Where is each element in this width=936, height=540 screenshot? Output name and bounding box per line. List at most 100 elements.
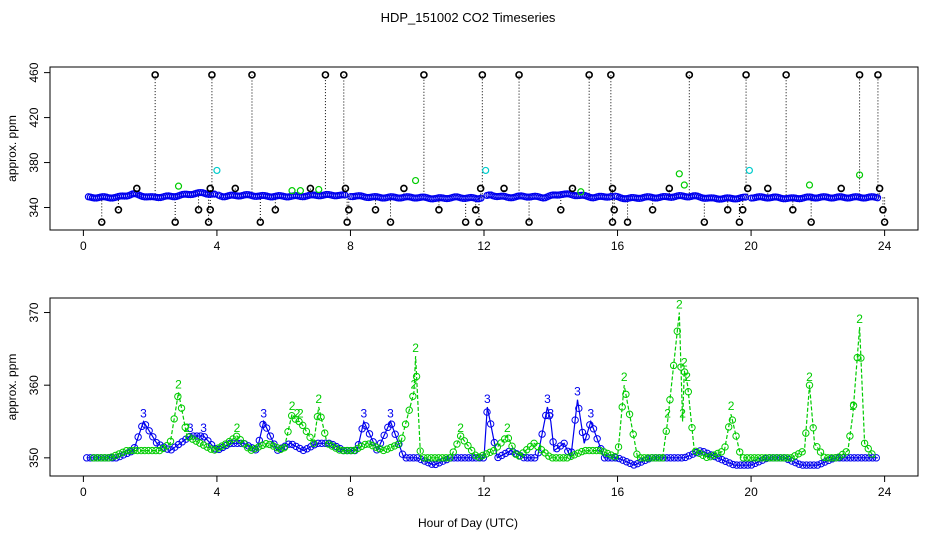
series-point (449, 448, 457, 456)
series-point (578, 447, 586, 456)
series-point (684, 388, 693, 396)
raw-point (700, 218, 709, 226)
raw-point (475, 218, 483, 226)
series-point (835, 453, 843, 461)
raw-point (515, 71, 523, 79)
raw-point (500, 184, 508, 193)
series-point (328, 442, 336, 450)
raw-point (208, 71, 216, 79)
green-point (855, 171, 864, 179)
series-point (354, 444, 362, 453)
series-marker-label: 2 (664, 407, 671, 421)
series-point (306, 433, 314, 442)
series-point (750, 454, 759, 462)
series-marker-label: 3 (360, 407, 367, 421)
series-point (872, 454, 880, 462)
raw-point (685, 71, 694, 79)
series-point (699, 448, 708, 456)
series-point (218, 442, 226, 450)
series-point (817, 459, 825, 468)
raw-point (807, 218, 815, 226)
raw-point (386, 218, 395, 226)
series-point (409, 454, 418, 462)
chart-title: HDP_151002 CO2 Timeseries (381, 10, 556, 25)
series-point (291, 415, 300, 423)
series-point (486, 420, 495, 428)
series-point (350, 446, 358, 455)
series-point (592, 446, 601, 455)
series-point (376, 445, 384, 453)
series-point (461, 454, 469, 462)
series-line (86, 399, 878, 466)
raw-point (585, 71, 593, 79)
series-marker-label: 2 (315, 392, 322, 406)
y-tick-label: 340 (27, 197, 41, 217)
series-point (615, 454, 623, 463)
raw-point (206, 184, 215, 193)
x-tick-label: 12 (477, 485, 491, 499)
series-point (706, 452, 715, 461)
raw-point (743, 184, 752, 193)
series-point (545, 411, 554, 420)
raw-point (400, 184, 408, 193)
series-marker-label: 2 (621, 370, 628, 384)
series-point (736, 461, 745, 469)
series-point (339, 446, 347, 455)
raw-point (194, 205, 203, 214)
series-point (718, 456, 726, 464)
series-point (493, 443, 502, 451)
series-point (765, 454, 773, 462)
series-point (545, 452, 553, 460)
series-point (335, 446, 344, 454)
raw-point (723, 205, 732, 214)
raw-point (738, 205, 747, 214)
series-point (846, 454, 855, 462)
series-point (343, 446, 351, 455)
raw-point (231, 184, 240, 193)
series-point (200, 433, 208, 441)
series-point (119, 448, 127, 457)
series-point (346, 446, 355, 455)
raw-point (607, 71, 615, 79)
series-marker-label: 2 (684, 370, 691, 384)
top-panel: 0 4 8 12 16 20 24 340 380 420 460 approx. ppm (5, 62, 919, 253)
series-point (861, 454, 869, 462)
series-point (747, 454, 755, 462)
green-point (288, 187, 296, 195)
series-point (471, 451, 480, 459)
series-point (288, 440, 297, 449)
series-point (405, 406, 413, 414)
series-point (152, 446, 160, 455)
series-marker-label: 3 (587, 407, 594, 421)
raw-point (371, 205, 380, 214)
series-marker-label: 2 (297, 407, 304, 421)
series-point (669, 361, 678, 370)
series-point (494, 453, 502, 462)
green-point (411, 176, 420, 185)
series-point (497, 451, 506, 460)
series-point (578, 428, 587, 437)
series-point (813, 461, 822, 469)
series-point (276, 445, 285, 453)
series-point (508, 442, 516, 450)
series-marker-label: 2 (504, 421, 511, 435)
series-point (365, 430, 374, 438)
series-point (467, 446, 476, 455)
raw-point (321, 71, 330, 79)
x-tick-label: 0 (80, 239, 87, 253)
top-panel-marks (84, 71, 889, 226)
series-point (743, 454, 751, 462)
series-marker-label: 2 (856, 312, 863, 326)
x-tick-label: 16 (611, 485, 625, 499)
x-tick-label: 0 (80, 485, 87, 499)
raw-point (478, 71, 487, 79)
series-point (456, 432, 465, 440)
raw-point (133, 184, 141, 193)
series-point (761, 454, 770, 462)
series-marker-label: 2 (457, 421, 464, 435)
series-point (133, 446, 142, 455)
series-point (629, 430, 637, 438)
raw-point (608, 184, 617, 193)
x-tick-label: 24 (878, 485, 892, 499)
